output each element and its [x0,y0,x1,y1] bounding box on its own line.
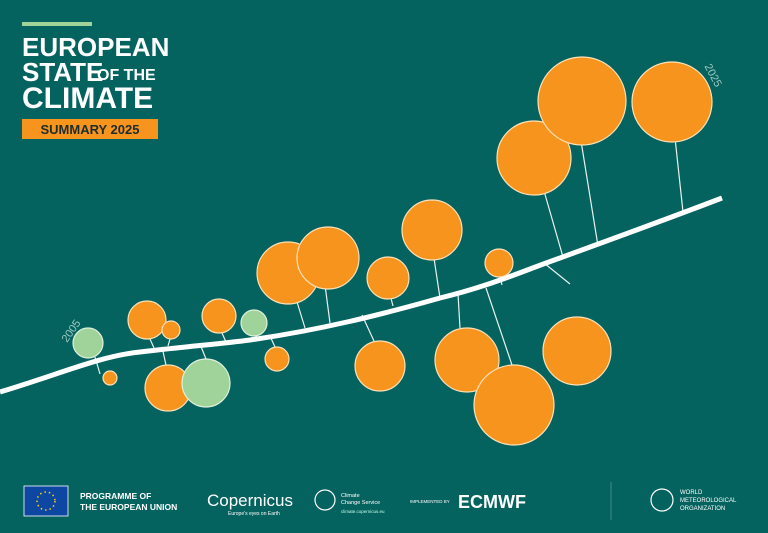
eu-text: THE EUROPEAN UNION [80,502,177,512]
title-small: OF THE [97,67,156,84]
ecmwf-logo: ECMWF [458,492,526,512]
c3s-text: Climate [341,493,360,499]
balloons [72,56,713,446]
title-line: STATE [22,57,103,87]
c3s-text: Change Service [341,500,380,506]
badge-text: SUMMARY 2025 [41,122,140,137]
c3s-url: climate.copernicus.eu [341,509,385,514]
title-line: CLIMATE [22,82,153,115]
accent-bar [22,22,92,26]
wmo-text: WORLD [680,490,703,496]
title-line: EUROPEAN [22,32,169,62]
eu-text: PROGRAMME OF [80,491,151,501]
wmo-text: ORGANIZATION [680,506,725,512]
c3s-icon [314,489,336,511]
wmo-text: METEOROLOGICAL [680,498,737,504]
eu-flag [23,485,69,517]
timeline-curve [0,195,723,395]
copernicus-logo: Copernicus [207,491,293,510]
eu-stars [36,491,56,511]
copernicus-tagline: Europe's eyes on Earth [228,511,280,517]
badge [22,119,158,139]
wmo-emblem [650,488,674,512]
implemented-by: IMPLEMENTED BY [410,499,450,504]
